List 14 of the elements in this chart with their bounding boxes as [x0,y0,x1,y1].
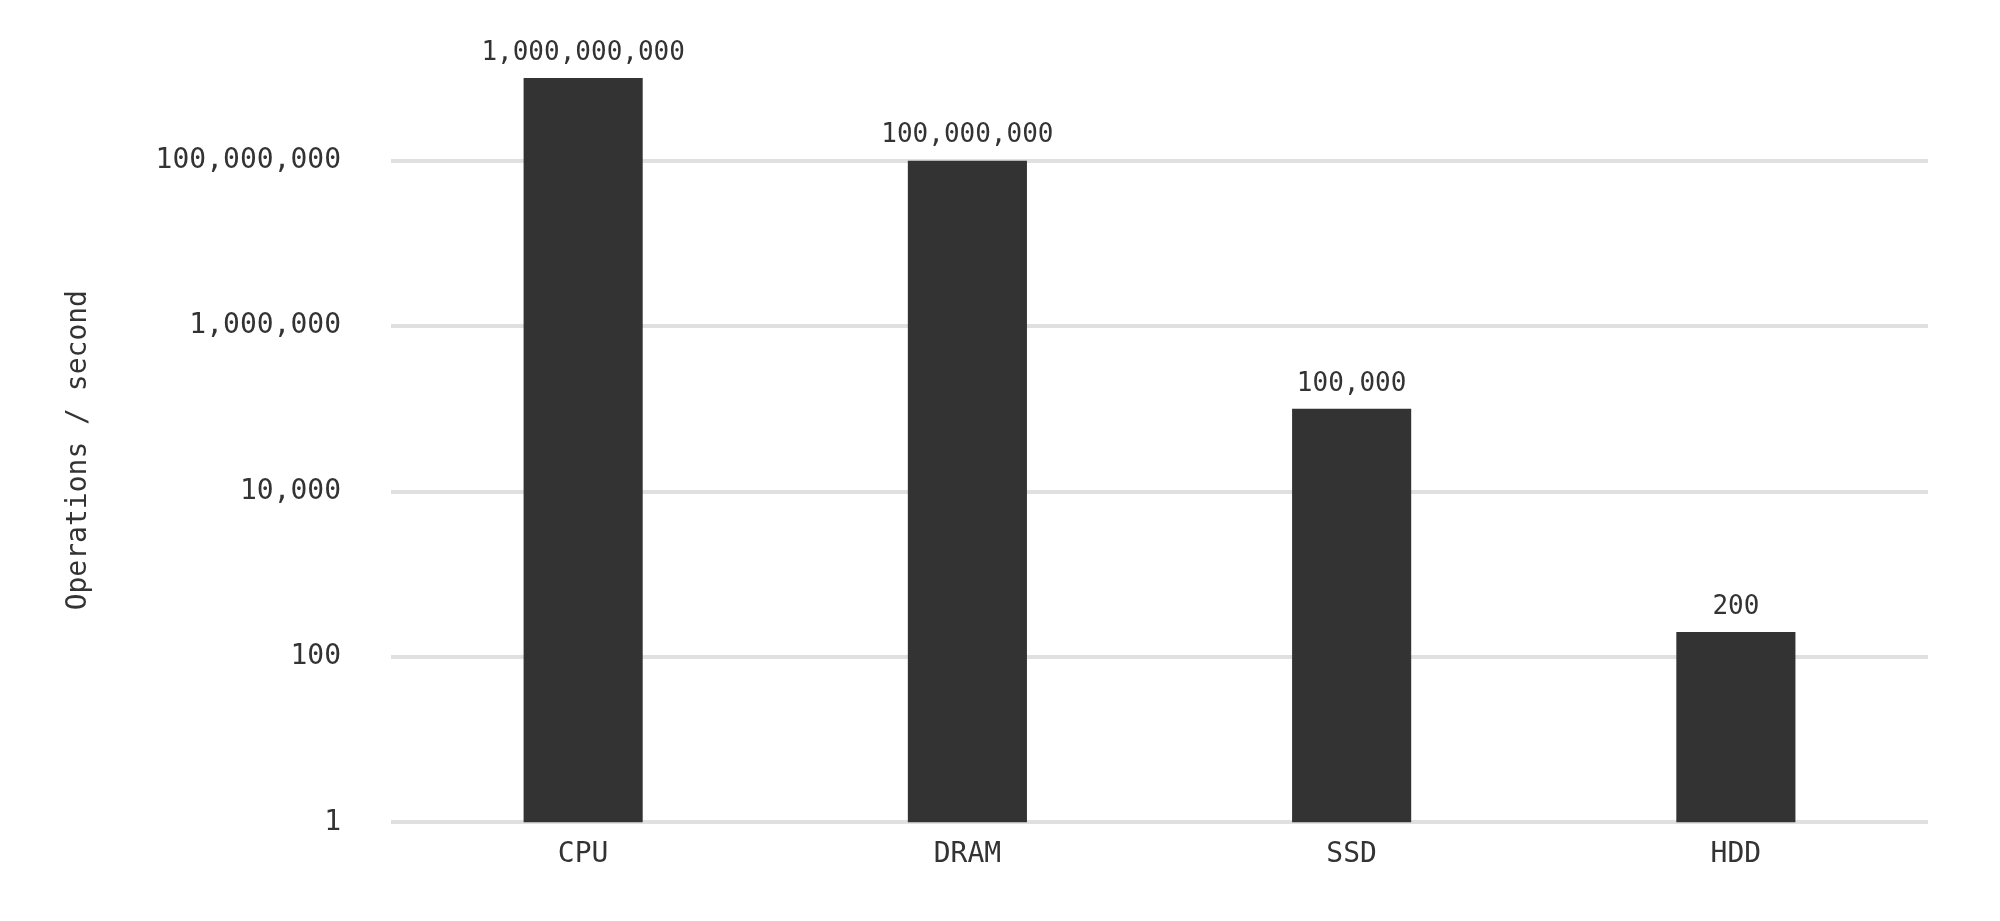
x-tick-label: HDD [1710,836,1762,870]
y-axis-title: Operations / second [60,290,94,611]
x-tick-label: CPU [557,836,609,870]
y-tick-label: 100 [290,638,342,672]
y-tick-label: 1,000,000 [189,307,342,341]
x-tick-label: DRAM [933,836,1002,870]
y-tick-label: 10,000 [239,472,342,506]
data-label: 100,000 [1296,366,1407,397]
data-label: 100,000,000 [881,118,1054,149]
y-tick-label: 1 [324,803,342,837]
data-label: 200 [1712,589,1760,620]
data-label: 1,000,000,000 [481,35,685,66]
x-tick-label: SSD [1326,836,1377,870]
y-tick-label: 100,000,000 [155,141,342,175]
